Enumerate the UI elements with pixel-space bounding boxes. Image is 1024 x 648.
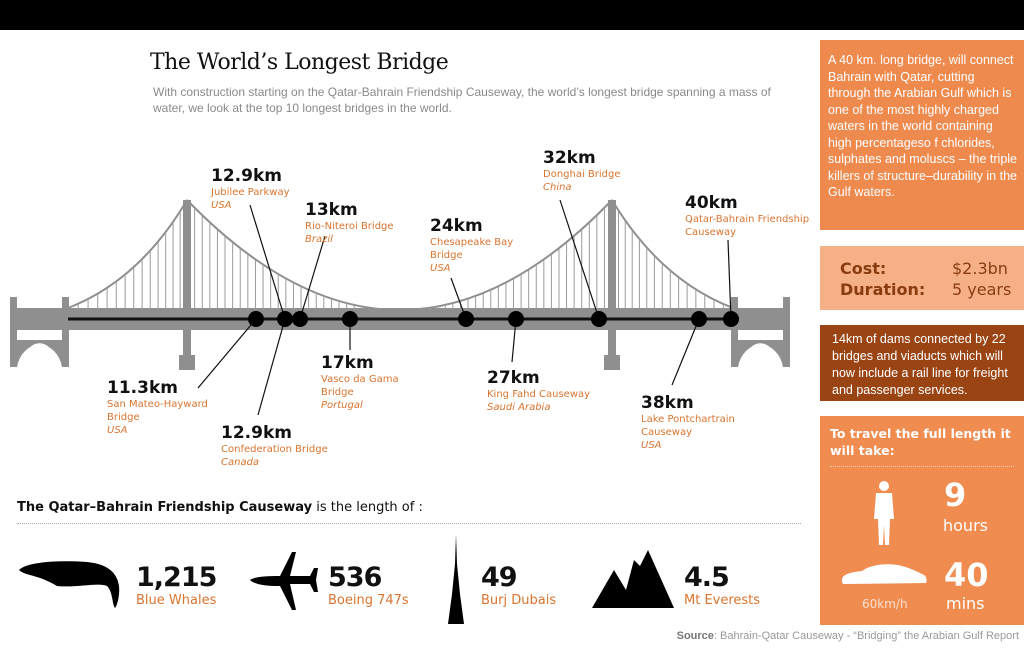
country: Canada bbox=[221, 457, 260, 468]
label: Mt Everests bbox=[684, 593, 761, 608]
label: Burj Dubais bbox=[481, 593, 557, 608]
name: King Fahd Causeway bbox=[487, 389, 591, 400]
label: Boeing 747s bbox=[328, 593, 409, 608]
car-icon bbox=[842, 564, 927, 584]
country: Brazil bbox=[305, 234, 333, 245]
comparison-everest: 4.5 Mt Everests bbox=[684, 562, 760, 608]
value: 536 bbox=[328, 562, 382, 593]
bridge-diagram bbox=[10, 199, 790, 416]
country: China bbox=[543, 182, 572, 193]
tower-icon bbox=[448, 534, 464, 624]
travel-heading: To travel the full length it will take: bbox=[830, 426, 1011, 458]
page-title: The World’s Longest Bridge bbox=[150, 50, 449, 75]
country: USA bbox=[211, 200, 232, 211]
heading-bold: The Qatar–Bahrain Friendship Causeway bbox=[17, 500, 313, 515]
marker-rio-niteroi bbox=[292, 311, 308, 327]
length: 12.9km bbox=[221, 423, 292, 443]
mountain-icon bbox=[592, 550, 674, 608]
name: Donghai Bridge bbox=[543, 169, 621, 180]
value: 49 bbox=[481, 562, 518, 593]
cost-label: Cost: bbox=[840, 259, 887, 278]
bridge-label-rio-niteroi: 13km Rio-Niteroi Bridge Brazil bbox=[305, 200, 435, 246]
walk-time-unit: hours bbox=[943, 516, 988, 535]
comparison-burj: 49 Burj Dubais bbox=[481, 562, 556, 608]
comparison-boeing: 536 Boeing 747s bbox=[328, 562, 409, 608]
car-speed: 60km/h bbox=[862, 597, 908, 611]
comparison-whales: 1,215 Blue Whales bbox=[136, 562, 217, 608]
dams-panel: 14km of dams connected by 22 bridges and… bbox=[820, 325, 1024, 401]
value: 1,215 bbox=[136, 562, 217, 593]
marker-qatar-bahrain bbox=[723, 311, 739, 327]
bridge-label-qatar-bahrain: 40km Qatar-Bahrain Friendship Causeway bbox=[685, 193, 815, 239]
country: USA bbox=[430, 263, 451, 274]
bridge-label-vasco-da-gama: 17km Vasco da Gama Bridge Portugal bbox=[321, 353, 401, 412]
walking-person-icon bbox=[874, 481, 894, 545]
name: Rio-Niteroi Bridge bbox=[305, 221, 394, 232]
bridge-label-king-fahd: 27km King Fahd Causeway Saudi Arabia bbox=[487, 368, 617, 414]
source-text: : Bahrain-Qatar Causeway - “Bridging” th… bbox=[713, 630, 1019, 642]
bridge-label-chesapeake: 24km Chesapeake Bay Bridge USA bbox=[430, 216, 525, 275]
name: Qatar-Bahrain Friendship Causeway bbox=[685, 214, 810, 238]
travel-panel: To travel the full length it will take: … bbox=[820, 416, 1024, 625]
marker-san-mateo bbox=[248, 311, 264, 327]
marker-pontchartrain bbox=[691, 311, 707, 327]
bridge-label-confederation: 12.9km Confederation Bridge Canada bbox=[221, 423, 351, 469]
heading-rest: is the length of : bbox=[312, 500, 423, 515]
country: USA bbox=[641, 440, 662, 451]
length: 12.9km bbox=[211, 166, 282, 186]
marker-jubilee bbox=[277, 311, 293, 327]
bridge-markers bbox=[248, 311, 739, 327]
length: 13km bbox=[305, 200, 358, 220]
divider bbox=[830, 466, 1014, 467]
bridge-label-jubilee: 12.9km Jubilee Parkway USA bbox=[211, 166, 341, 212]
car-time-unit: mins bbox=[946, 594, 985, 613]
name: Vasco da Gama Bridge bbox=[321, 374, 399, 398]
name: Chesapeake Bay Bridge bbox=[430, 237, 514, 261]
length: 32km bbox=[543, 148, 596, 168]
bridge-label-san-mateo: 11.3km San Mateo-Hayward Bridge USA bbox=[107, 378, 212, 437]
walk-time-value: 9 bbox=[944, 476, 967, 514]
length: 24km bbox=[430, 216, 483, 236]
country: USA bbox=[107, 425, 128, 436]
length: 11.3km bbox=[107, 378, 178, 398]
comparison-heading: The Qatar–Bahrain Friendship Causeway is… bbox=[17, 500, 423, 515]
length: 17km bbox=[321, 353, 374, 373]
length: 40km bbox=[685, 193, 738, 213]
car-time-value: 40 bbox=[944, 556, 989, 594]
length: 38km bbox=[641, 393, 694, 413]
whale-icon bbox=[19, 561, 120, 608]
bridge-label-donghai: 32km Donghai Bridge China bbox=[543, 148, 673, 194]
bridge-label-pontchartrain: 38km Lake Pontchartrain Causeway USA bbox=[641, 393, 741, 452]
source-label: Source bbox=[676, 630, 714, 642]
cost-panel: Cost: $2.3bn Duration: 5 years bbox=[820, 246, 1024, 310]
marker-king-fahd bbox=[508, 311, 524, 327]
marker-vasco-da-gama bbox=[342, 311, 358, 327]
suspension-cables bbox=[67, 199, 734, 311]
marker-donghai bbox=[591, 311, 607, 327]
page-subtitle: With construction starting on the Qatar-… bbox=[153, 85, 771, 115]
airplane-icon bbox=[250, 552, 318, 610]
name: Lake Pontchartrain Causeway bbox=[641, 414, 735, 438]
length: 27km bbox=[487, 368, 540, 388]
divider bbox=[17, 523, 801, 524]
marker-chesapeake bbox=[458, 311, 474, 327]
duration-label: Duration: bbox=[840, 280, 926, 299]
top-bar bbox=[0, 0, 1024, 30]
name: Jubilee Parkway bbox=[211, 187, 290, 198]
country: Portugal bbox=[321, 400, 363, 411]
label: Blue Whales bbox=[136, 593, 217, 608]
cost-value: $2.3bn bbox=[952, 259, 1008, 278]
value: 4.5 bbox=[684, 562, 730, 593]
source-credit: Source: Bahrain-Qatar Causeway - “Bridgi… bbox=[677, 630, 1019, 642]
name: Confederation Bridge bbox=[221, 444, 328, 455]
duration-value: 5 years bbox=[952, 280, 1012, 299]
intro-panel: A 40 km. long bridge, will connect Bahra… bbox=[820, 40, 1024, 230]
country: Saudi Arabia bbox=[487, 402, 551, 413]
name: San Mateo-Hayward Bridge bbox=[107, 399, 208, 423]
